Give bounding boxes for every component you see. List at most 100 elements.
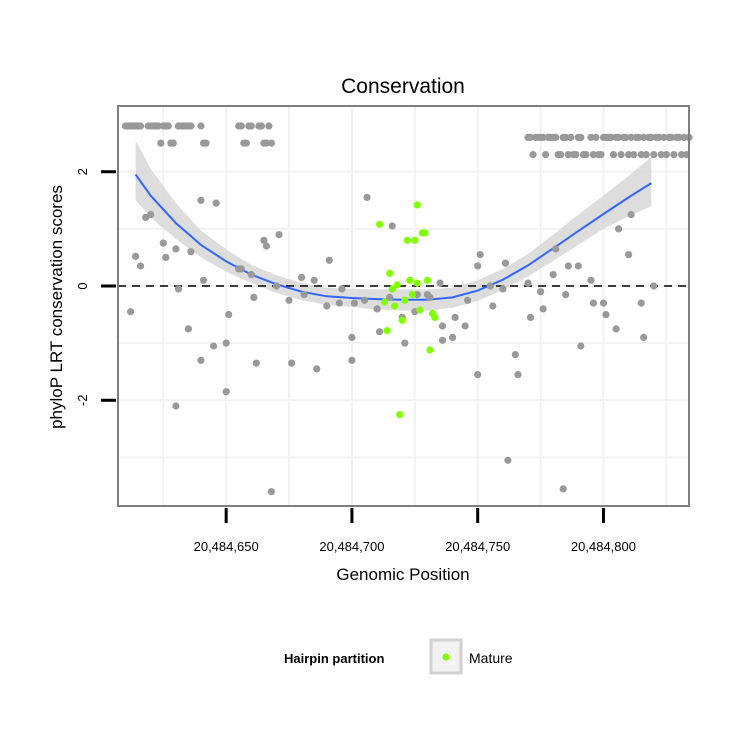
data-point-other (615, 225, 623, 233)
data-point-mature (381, 298, 389, 306)
data-point-other (501, 259, 509, 267)
data-point-mature (388, 285, 396, 293)
data-point-other (137, 262, 145, 270)
data-point-other (655, 133, 663, 141)
data-point-mature (421, 229, 429, 237)
x-tick-label: 20,484,750 (445, 539, 510, 554)
data-point-mature (408, 291, 416, 299)
data-point-other (577, 342, 585, 350)
x-tick-label: 20,484,800 (571, 539, 636, 554)
data-point-other (589, 299, 598, 307)
data-point-other (300, 291, 308, 299)
data-point-other (526, 313, 535, 321)
data-point-mature (426, 346, 434, 354)
data-point-other (313, 365, 321, 373)
data-point-other (401, 339, 409, 347)
data-point-other (567, 133, 575, 141)
data-point-other (323, 302, 331, 310)
data-point-other (197, 356, 205, 364)
data-point-other (552, 245, 560, 253)
data-point-other (260, 236, 268, 244)
data-point-mature (413, 279, 421, 287)
data-point-other (348, 356, 356, 364)
data-point-other (267, 488, 275, 496)
data-point-other (461, 322, 469, 330)
data-point-other (647, 133, 655, 141)
data-point-other (426, 293, 434, 301)
data-point-other (162, 253, 170, 261)
data-point-other (252, 359, 260, 367)
data-point-other (298, 273, 306, 281)
legend: Hairpin partition Mature (284, 638, 513, 675)
data-point-other (376, 328, 384, 336)
data-point-other (660, 133, 668, 141)
data-point-other (627, 133, 635, 141)
data-point-other (350, 299, 358, 307)
data-point-other (127, 308, 135, 316)
data-point-other (184, 325, 192, 333)
data-point-other (640, 333, 648, 341)
data-point-other (285, 296, 293, 304)
data-point-other (511, 351, 519, 359)
data-point-other (617, 151, 625, 159)
data-point-other (363, 193, 371, 201)
data-point-other (582, 151, 590, 159)
legend-mature-point-icon (442, 653, 450, 661)
data-point-other (587, 133, 595, 141)
data-point-other (348, 333, 356, 341)
data-point-other (172, 245, 180, 253)
data-point-other (222, 339, 230, 347)
data-point-other (630, 151, 638, 159)
data-point-other (464, 296, 472, 304)
data-point-other (310, 276, 318, 284)
data-point-other (675, 133, 683, 141)
panel-border (117, 105, 690, 507)
data-point-other (529, 151, 537, 159)
data-point-other (562, 133, 570, 141)
x-tick-label: 20,484,700 (319, 539, 384, 554)
data-point-other (247, 122, 255, 130)
y-tick-label: -2 (75, 395, 90, 407)
data-point-other (267, 139, 275, 147)
legend-entry-mature: Mature (469, 650, 513, 666)
data-point-other (625, 251, 633, 259)
data-point-other (657, 151, 665, 159)
data-point-other (486, 282, 494, 290)
data-point-mature (386, 269, 394, 277)
x-tick-label: 20,484,650 (194, 539, 259, 554)
data-point-mature (423, 276, 431, 284)
data-point-other (265, 122, 273, 130)
y-tick-label: 2 (75, 168, 90, 175)
data-point-other (549, 271, 557, 279)
legend-title: Hairpin partition (284, 651, 384, 666)
data-point-other (438, 322, 447, 330)
data-point-other (360, 296, 369, 304)
panel-frame (117, 105, 690, 507)
data-point-other (174, 285, 182, 293)
data-point-other (557, 151, 565, 159)
data-point-other (612, 325, 620, 333)
data-point-other (137, 122, 145, 130)
data-point-other (642, 151, 650, 159)
data-point-other (622, 133, 630, 141)
data-point-other (627, 211, 635, 219)
data-point-other (564, 151, 572, 159)
data-point-other (577, 133, 585, 141)
data-point-other (449, 333, 457, 341)
y-tick-label: 0 (75, 282, 90, 289)
data-points (121, 122, 693, 496)
data-point-mature (376, 220, 384, 228)
data-point-other (159, 239, 167, 247)
data-point-mature (396, 411, 404, 419)
data-point-mature (398, 316, 406, 324)
data-point-other (514, 371, 522, 379)
data-point-other (202, 139, 210, 147)
data-point-other (154, 122, 162, 130)
data-point-other (147, 211, 155, 219)
data-point-other (537, 288, 545, 296)
data-point-other (562, 291, 570, 299)
data-point-mature (403, 236, 411, 244)
data-point-other (572, 151, 580, 159)
data-point-other (187, 248, 195, 256)
